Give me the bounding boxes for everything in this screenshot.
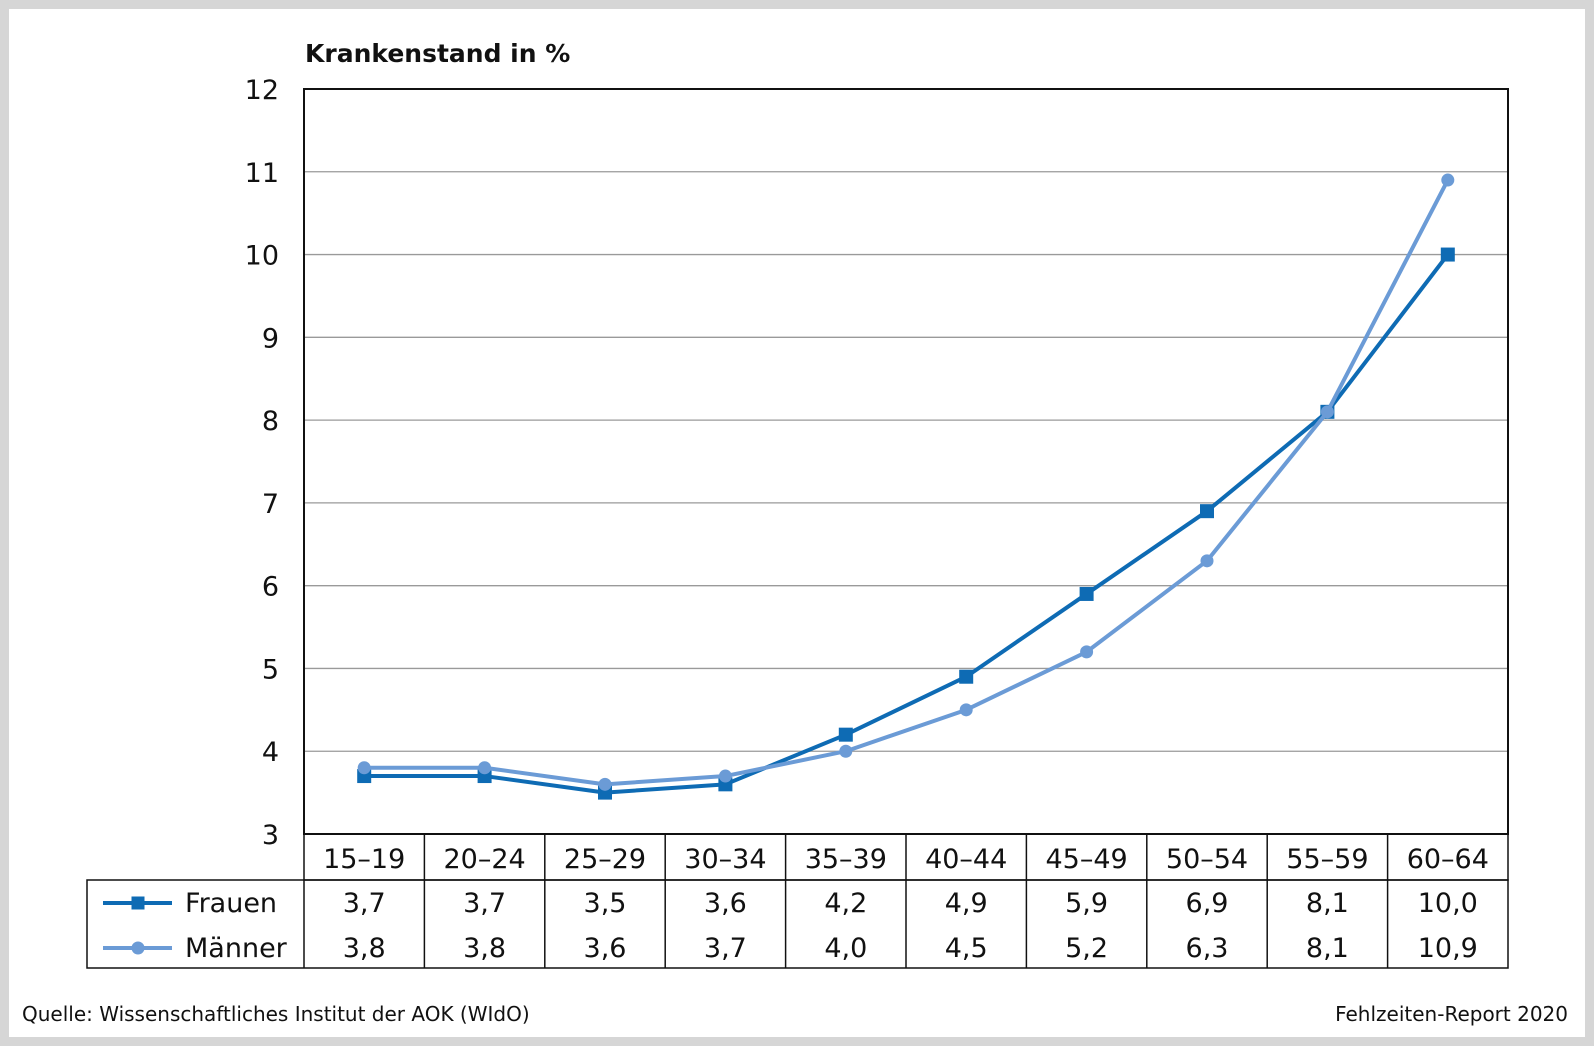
x-tick-label: 20–24 (443, 844, 525, 875)
x-tick-label: 15–19 (323, 844, 405, 875)
data-table: 15–19 20–24 25–29 30–34 35–39 40–44 45–49 50–54… (86, 833, 1509, 969)
y-tick-label: 5 (262, 654, 279, 685)
x-tick-label: 55–59 (1286, 844, 1368, 875)
data-point-circle (718, 769, 732, 783)
report-note: Fehlzeiten-Report 2020 (1335, 1002, 1568, 1026)
y-tick-label: 7 (262, 489, 279, 520)
data-point-square (838, 727, 853, 742)
x-tick-label: 60–64 (1407, 844, 1489, 875)
values-table-border (86, 879, 1509, 969)
data-point-circle (1200, 554, 1214, 568)
data-table-value: 3,8 (343, 933, 386, 964)
data-table-value: 3,7 (704, 933, 747, 964)
data-table-value: 3,5 (584, 888, 627, 919)
data-table-value: 3,6 (704, 888, 747, 919)
data-point-circle (357, 761, 371, 775)
data-point-circle (1320, 405, 1334, 419)
x-tick-label: 35–39 (805, 844, 887, 875)
data-table-value: 3,8 (463, 933, 506, 964)
data-table-value: 5,9 (1065, 888, 1108, 919)
data-table-value: 6,3 (1186, 933, 1229, 964)
data-point-circle (1080, 645, 1094, 659)
plot-border (303, 88, 1509, 835)
y-tick-label: 9 (262, 323, 279, 354)
y-tick-label: 10 (245, 241, 279, 272)
data-table-value: 3,7 (463, 888, 506, 919)
series-line-frauen (364, 253, 1450, 795)
x-tick-label: 40–44 (925, 844, 1007, 875)
series-line-männer (364, 179, 1450, 787)
data-point-circle (839, 744, 853, 758)
y-tick-label: 3 (262, 820, 279, 851)
data-table-value: 4,5 (945, 933, 988, 964)
data-point-square (959, 669, 974, 684)
grid-layer (303, 88, 1509, 835)
data-point-circle (478, 761, 492, 775)
y-tick-label: 6 (262, 572, 279, 603)
legend-circle-marker (131, 941, 145, 955)
data-point-circle (1441, 173, 1455, 187)
source-note: Quelle: Wissenschaftliches Institut der … (22, 1002, 530, 1026)
data-point-circle (959, 703, 973, 717)
x-tick-label: 45–49 (1045, 844, 1127, 875)
data-point-square (1440, 247, 1455, 262)
data-table-value: 3,6 (584, 933, 627, 964)
legend-label: Frauen (185, 888, 277, 919)
data-table-value: 4,9 (945, 888, 988, 919)
data-table-value: 4,2 (824, 888, 867, 919)
data-table-value: 5,2 (1065, 933, 1108, 964)
data-table-value: 10,0 (1418, 888, 1478, 919)
data-table-value: 10,9 (1418, 933, 1478, 964)
chart-title: Krankenstand in % (305, 39, 570, 68)
data-table-value: 8,1 (1306, 933, 1349, 964)
x-tick-label: 30–34 (684, 844, 766, 875)
legend-label: Männer (185, 933, 288, 964)
x-tick-label: 25–29 (564, 844, 646, 875)
y-tick-label: 8 (262, 406, 279, 437)
y-tick-label: 11 (245, 158, 279, 189)
data-point-square (1079, 586, 1094, 601)
y-tick-label: 12 (245, 75, 279, 106)
y-tick-label: 4 (262, 737, 279, 768)
data-table-value: 8,1 (1306, 888, 1349, 919)
series-layer (357, 173, 1455, 800)
data-table-value: 6,9 (1186, 888, 1229, 919)
data-table-value: 4,0 (824, 933, 867, 964)
data-point-square (1200, 504, 1214, 519)
data-point-circle (598, 777, 612, 791)
y-axis-ticks: 3 4 5 6 7 8 9 10 11 12 (245, 75, 279, 851)
data-table-value: 3,7 (343, 888, 386, 919)
legend-square-marker (131, 896, 145, 910)
x-tick-label: 50–54 (1166, 844, 1248, 875)
